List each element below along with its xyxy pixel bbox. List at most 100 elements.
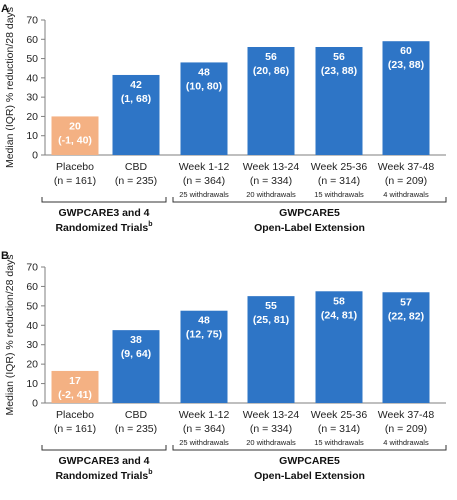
bar xyxy=(51,116,99,155)
x-tick-n-label: (n = 209) xyxy=(385,175,427,187)
panel-label: A xyxy=(1,3,9,15)
x-tick-n-label: (n = 314) xyxy=(318,423,360,435)
data-label-iqr: (12, 75) xyxy=(186,329,222,341)
x-tick-n-label: (n = 235) xyxy=(115,423,157,435)
x-tick-n-label: (n = 334) xyxy=(250,423,292,435)
data-label-iqr: (9, 64) xyxy=(121,348,151,360)
x-tick-n-label: (n = 161) xyxy=(54,175,96,187)
data-label-median: 55 xyxy=(265,300,277,312)
data-label-iqr: (25, 81) xyxy=(253,314,289,326)
bar xyxy=(247,47,295,155)
y-tick-label: 20 xyxy=(26,359,38,371)
group-bracket xyxy=(41,445,167,451)
y-tick-label: 30 xyxy=(26,92,38,104)
withdrawals-label: 25 withdrawals xyxy=(179,190,229,199)
bar xyxy=(247,296,295,403)
withdrawals-label: 15 withdrawals xyxy=(314,190,364,199)
withdrawals-label: 20 withdrawals xyxy=(246,190,296,199)
x-tick-n-label: (n = 235) xyxy=(115,175,157,187)
y-tick-label: 30 xyxy=(26,339,38,351)
y-tick-label: 50 xyxy=(26,300,38,312)
group-bracket xyxy=(41,197,167,203)
group-label-line2-text: Randomized Trials xyxy=(55,470,148,482)
bar xyxy=(315,291,363,403)
y-tick-label: 70 xyxy=(26,15,38,27)
group-label-line2: Randomized Trialsb xyxy=(55,221,152,234)
bar xyxy=(51,370,99,403)
bar xyxy=(315,47,363,155)
data-label-median: 58 xyxy=(333,295,345,307)
data-label-median: 60 xyxy=(400,45,412,57)
x-tick-label: Week 25-36 xyxy=(311,161,368,173)
group-label-line1: GWPCARE5 xyxy=(279,207,340,219)
withdrawals-label: 4 withdrawals xyxy=(383,190,429,199)
panel-label: B xyxy=(1,250,9,262)
data-label-iqr: (23, 88) xyxy=(388,59,424,71)
data-label-median: 48 xyxy=(198,315,210,327)
x-tick-n-label: (n = 334) xyxy=(250,175,292,187)
data-label-median: 57 xyxy=(400,296,412,308)
x-tick-label: Week 37-48 xyxy=(378,409,435,421)
group-label-line2: Open-Label Extension xyxy=(254,222,365,234)
y-tick-label: 20 xyxy=(26,111,38,123)
y-tick-label: 0 xyxy=(32,398,38,410)
x-tick-n-label: (n = 364) xyxy=(183,175,225,187)
group-label-line2: Randomized Trialsb xyxy=(55,469,152,482)
x-tick-label: Week 25-36 xyxy=(311,409,368,421)
bar xyxy=(382,292,430,403)
y-tick-label: 10 xyxy=(26,378,38,390)
x-tick-n-label: (n = 161) xyxy=(54,423,96,435)
group-label-line2-text: Randomized Trials xyxy=(55,222,148,234)
x-tick-label: Week 1-12 xyxy=(179,161,230,173)
data-label-median: 56 xyxy=(333,51,345,63)
x-tick-label: Placebo xyxy=(56,161,94,173)
group-label-superscript: b xyxy=(148,469,152,476)
group-label-line2: Open-Label Extension xyxy=(254,470,365,482)
group-label-line1: GWPCARE5 xyxy=(279,455,340,467)
data-label-iqr: (1, 68) xyxy=(121,93,151,105)
x-tick-label: Week 13-24 xyxy=(243,409,300,421)
y-axis-title: Median (IQR) % reduction/28 days xyxy=(4,254,16,415)
y-axis-title: Median (IQR) % reduction/28 days xyxy=(4,7,16,168)
y-tick-label: 60 xyxy=(26,34,38,46)
data-label-median: 48 xyxy=(198,66,210,78)
data-label-iqr: (22, 82) xyxy=(388,310,424,322)
withdrawals-label: 25 withdrawals xyxy=(179,438,229,447)
x-tick-n-label: (n = 364) xyxy=(183,423,225,435)
withdrawals-label: 15 withdrawals xyxy=(314,438,364,447)
y-tick-label: 50 xyxy=(26,53,38,65)
x-tick-label: CBD xyxy=(125,161,148,173)
data-label-iqr: (20, 86) xyxy=(253,65,289,77)
group-label-superscript: b xyxy=(148,221,152,228)
data-label-median: 20 xyxy=(69,120,81,132)
data-label-median: 56 xyxy=(265,51,277,63)
x-tick-label: Placebo xyxy=(56,409,94,421)
x-tick-n-label: (n = 314) xyxy=(318,175,360,187)
bar xyxy=(112,330,160,403)
x-tick-label: Week 37-48 xyxy=(378,161,435,173)
data-label-iqr: (23, 88) xyxy=(321,65,357,77)
group-label-line1: GWPCARE3 and 4 xyxy=(58,207,149,219)
bar xyxy=(180,310,228,403)
y-tick-label: 60 xyxy=(26,281,38,293)
y-tick-label: 40 xyxy=(26,320,38,332)
bar xyxy=(180,62,228,155)
data-label-iqr: (-2, 41) xyxy=(58,389,92,401)
group-bracket xyxy=(172,197,447,203)
bar xyxy=(382,41,430,155)
group-label-line2-text: Open-Label Extension xyxy=(254,222,365,234)
data-label-median: 38 xyxy=(130,334,142,346)
y-tick-label: 0 xyxy=(32,150,38,162)
data-label-iqr: (24, 81) xyxy=(321,309,357,321)
data-label-iqr: (-1, 40) xyxy=(58,134,92,146)
x-tick-label: Week 13-24 xyxy=(243,161,300,173)
y-tick-label: 70 xyxy=(26,262,38,274)
x-tick-label: Week 1-12 xyxy=(179,409,230,421)
data-label-median: 17 xyxy=(69,375,81,387)
withdrawals-label: 20 withdrawals xyxy=(246,438,296,447)
group-label-line1: GWPCARE3 and 4 xyxy=(58,455,149,467)
data-label-iqr: (10, 80) xyxy=(186,80,222,92)
